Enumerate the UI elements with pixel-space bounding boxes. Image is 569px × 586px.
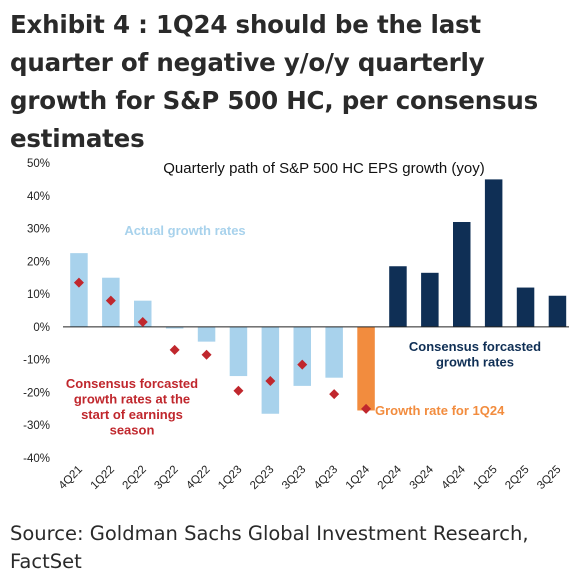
- bar-2q24: [389, 266, 407, 327]
- bar-3q23: [293, 326, 311, 386]
- annotation-actual: Actual growth rates: [124, 223, 245, 238]
- bar-1q24: [357, 326, 375, 411]
- page-title: Exhibit 4 : 1Q24 should be the last quar…: [10, 10, 538, 153]
- y-tick-label: 20%: [27, 256, 50, 268]
- y-tick-label: 0%: [33, 322, 50, 334]
- consensus-marker-3q22: [169, 344, 180, 355]
- consensus-marker-1q24: [361, 403, 372, 414]
- bar-4q21: [70, 253, 88, 327]
- x-tick-label: 2Q25: [503, 464, 531, 492]
- bar-2q25: [516, 287, 535, 327]
- chart-title: Quarterly path of S&P 500 HC EPS growth …: [163, 160, 485, 177]
- x-tick-label: 2Q23: [248, 464, 276, 492]
- ann-consensus-line: season: [110, 423, 155, 438]
- bar-4q22: [197, 326, 216, 342]
- consensus-marker-series: [73, 277, 372, 414]
- x-tick-label: 4Q21: [57, 464, 85, 492]
- x-tick-label: 4Q23: [312, 464, 340, 492]
- bar-4q24: [453, 222, 471, 327]
- consensus-marker-4q21: [73, 277, 84, 288]
- x-tick-label: 1Q22: [89, 464, 117, 492]
- ann-consensus-line: Consensus forcasted: [66, 376, 198, 391]
- bar-1q23: [229, 326, 248, 377]
- consensus-marker-4q22: [201, 349, 212, 360]
- y-axis: 50% 40% 30% 20% 10% 0% -10% -20% -30% -40%: [23, 158, 50, 465]
- y-tick-label: -10%: [23, 355, 50, 367]
- y-tick-label: 50%: [27, 158, 50, 170]
- bar-2q23: [261, 326, 280, 414]
- x-axis: 4Q21 1Q22 2Q22 3Q22 4Q22 1Q23 2Q23 3Q23 4Q23 1Q24…: [57, 463, 564, 492]
- x-tick-label: 1Q25: [471, 464, 499, 492]
- bar-4q23: [325, 326, 343, 378]
- consensus-marker-2q22: [137, 316, 148, 327]
- consensus-marker-4q23: [329, 389, 340, 400]
- consensus-marker-3q23: [297, 359, 308, 370]
- bar-3q24: [421, 272, 439, 327]
- ann-consensus-line: growth rates at the: [74, 392, 190, 407]
- eps-growth-chart: Quarterly path of S&P 500 HC EPS growth …: [23, 158, 569, 492]
- x-tick-label: 1Q23: [216, 464, 244, 492]
- source-note: Source: Goldman Sachs Global Investment …: [10, 522, 529, 573]
- x-tick-label: 1Q24: [344, 463, 373, 492]
- annotation-1q24: Growth rate for 1Q24: [375, 403, 505, 418]
- y-tick-label: 40%: [27, 191, 50, 203]
- annotation-actual-text: Actual growth rates: [124, 223, 245, 238]
- ann-forecast-line: growth rates: [436, 355, 514, 370]
- consensus-marker-2q23: [265, 375, 276, 386]
- bar-2q22: [134, 300, 152, 327]
- annotation-consensus-start: Consensus forcasted growth rates at the st…: [66, 376, 198, 438]
- bar-1q25: [484, 179, 503, 327]
- annotation-1q24-text: Growth rate for 1Q24: [375, 403, 505, 418]
- y-tick-label: -30%: [23, 420, 50, 432]
- x-tick-label: 3Q25: [535, 464, 563, 492]
- y-tick-label: 30%: [27, 224, 50, 236]
- consensus-marker-1q22: [105, 295, 116, 306]
- x-tick-label: 4Q22: [184, 464, 212, 492]
- consensus-marker-1q23: [233, 385, 244, 396]
- x-tick-label: 4Q24: [439, 463, 468, 492]
- bar-3q22: [165, 326, 184, 329]
- y-tick-label: -20%: [23, 387, 50, 399]
- ann-forecast-line: Consensus forcasted: [409, 339, 541, 354]
- x-tick-label: 3Q23: [280, 464, 308, 492]
- ann-consensus-line: start of earnings: [81, 407, 183, 422]
- annotation-forecast: Consensus forcasted growth rates: [409, 339, 541, 370]
- x-tick-label: 3Q24: [408, 463, 437, 492]
- y-tick-label: -40%: [23, 453, 50, 465]
- x-tick-label: 2Q24: [376, 463, 405, 492]
- bar-3q25: [548, 295, 567, 327]
- x-tick-label: 3Q22: [152, 464, 180, 492]
- x-tick-label: 2Q22: [120, 464, 148, 492]
- y-tick-label: 10%: [27, 289, 50, 301]
